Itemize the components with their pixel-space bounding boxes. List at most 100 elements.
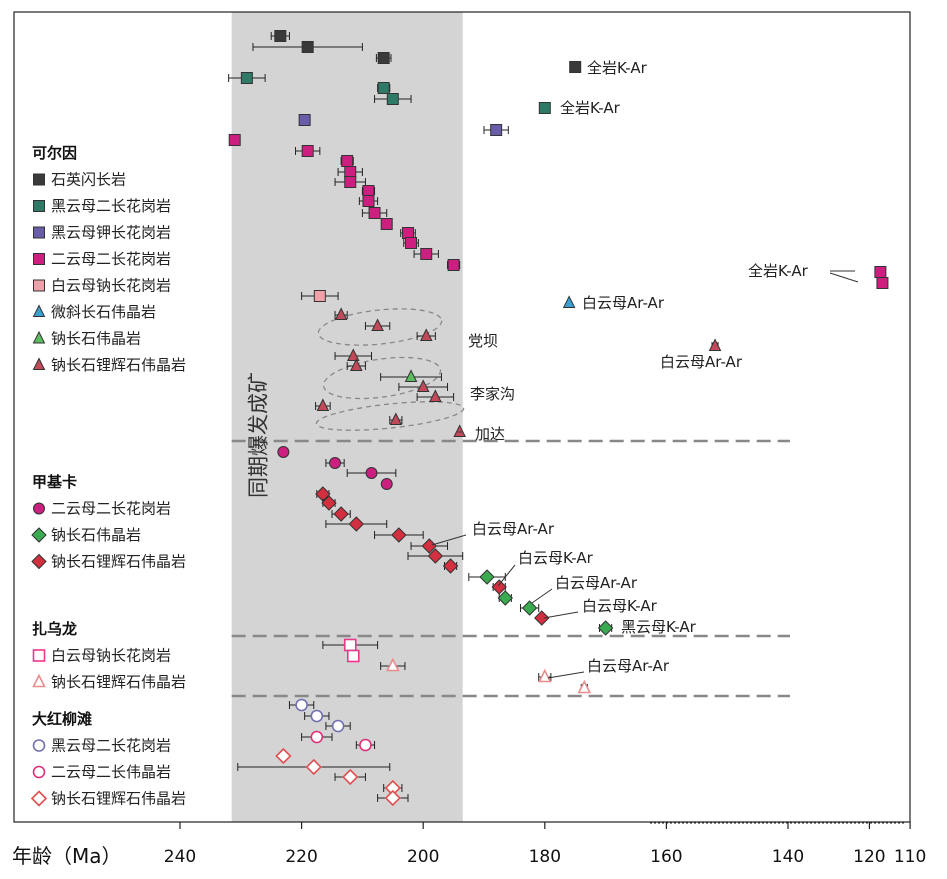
data-point [410, 538, 449, 554]
data-marker [380, 218, 393, 230]
data-point [358, 195, 379, 207]
data-marker [316, 398, 330, 411]
band-label: 同期爆发成矿 [247, 372, 271, 498]
data-marker [569, 61, 582, 73]
legend-label: 钠长石伟晶岩 [51, 526, 141, 544]
data-marker [329, 457, 342, 469]
data-marker [538, 668, 552, 683]
data-point [597, 620, 614, 636]
data-point [538, 668, 552, 683]
data-point [407, 548, 464, 564]
data-point [708, 338, 722, 351]
x-tick-label-160: 160 [650, 847, 682, 867]
data-point [400, 227, 416, 239]
legend-group-title: 大红柳滩 [32, 710, 92, 728]
data-point [288, 698, 315, 712]
data-point [237, 758, 391, 776]
data-marker [874, 266, 887, 278]
data-point [398, 379, 449, 392]
data-marker [377, 52, 390, 64]
data-point [252, 41, 363, 53]
annotation-label: 白云母Ar-Ar [660, 353, 743, 371]
data-marker [371, 318, 384, 331]
data-point [334, 176, 366, 188]
data-point [416, 328, 436, 341]
data-point [519, 600, 540, 616]
data-marker [538, 102, 551, 114]
legend-marker [32, 673, 46, 688]
legend-label: 石英闪长岩 [51, 171, 126, 189]
legend-label: 黑云母二长花岗岩 [51, 737, 171, 755]
data-point [377, 789, 409, 807]
legend-marker [30, 790, 48, 807]
data-marker [333, 506, 349, 522]
leader-line [431, 534, 467, 546]
data-point [442, 558, 459, 574]
annotation-label: 党坝 [468, 332, 498, 350]
data-marker [275, 747, 292, 765]
data-point [876, 277, 889, 289]
legend-label: 二云母二长花岗岩 [51, 500, 171, 518]
data-marker [479, 569, 495, 585]
synchronous-band [231, 12, 463, 822]
data-marker [313, 290, 326, 302]
data-marker [334, 307, 348, 320]
annotation-label: 白云母Ar-Ar [587, 657, 670, 675]
legend-label: 黑云母二长花岗岩 [51, 197, 171, 215]
annotation-label: 全岩K-Ar [587, 59, 648, 77]
data-marker [240, 72, 253, 84]
data-marker [331, 719, 345, 733]
data-marker [490, 124, 503, 136]
data-point [453, 424, 466, 437]
x-tick-label-180: 180 [529, 847, 561, 867]
data-marker [348, 516, 365, 532]
data-marker [386, 657, 400, 672]
legend-label: 钠长石锂辉石伟晶岩 [51, 553, 186, 571]
data-marker [295, 698, 308, 712]
legend-label: 钠长石锂辉石伟晶岩 [51, 356, 186, 374]
legend-group-title: 扎乌龙 [32, 620, 77, 638]
data-marker [420, 248, 433, 260]
data-point [334, 307, 348, 320]
legend-marker [33, 173, 45, 186]
data-point [361, 185, 376, 197]
data-point [538, 102, 551, 114]
data-marker [419, 328, 433, 341]
data-marker [310, 709, 324, 723]
data-marker [305, 758, 322, 776]
data-marker [377, 82, 390, 94]
annotation-label: 白云母K-Ar [518, 549, 594, 567]
legend-label: 白云母钠长花岗岩 [51, 647, 171, 665]
legend-marker [32, 765, 46, 779]
data-marker [597, 620, 614, 636]
data-marker [344, 166, 357, 178]
data-marker [380, 478, 393, 490]
data-point [569, 61, 582, 73]
legend-group-title: 甲基卡 [32, 473, 77, 491]
data-marker [453, 424, 466, 437]
data-point [416, 389, 455, 402]
data-marker [562, 295, 576, 308]
data-marker [391, 527, 407, 543]
data-point [380, 478, 393, 490]
data-point [315, 486, 331, 502]
leader-line [829, 272, 859, 283]
leader-line [497, 564, 516, 587]
data-point [346, 649, 360, 663]
data-marker [368, 207, 381, 219]
data-point [577, 679, 592, 694]
data-marker [447, 259, 460, 271]
data-marker [521, 600, 538, 616]
data-point [321, 495, 337, 511]
data-point [380, 369, 442, 382]
annotation-label: 加达 [475, 425, 505, 443]
data-point [413, 248, 439, 260]
pegmatite-ellipse-2 [322, 356, 442, 400]
data-point [491, 579, 507, 595]
data-marker [301, 145, 314, 157]
leader-line [543, 611, 579, 619]
legend-marker [32, 739, 46, 752]
data-marker [359, 738, 372, 752]
legend-marker [33, 200, 45, 212]
